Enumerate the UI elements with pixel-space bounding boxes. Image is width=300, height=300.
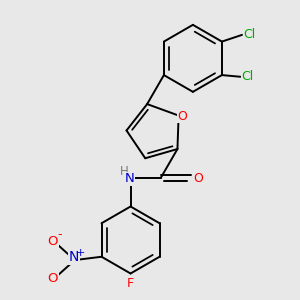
Text: -: - bbox=[57, 228, 62, 241]
Text: O: O bbox=[178, 110, 188, 123]
Text: O: O bbox=[48, 235, 58, 248]
Text: +: + bbox=[75, 248, 85, 258]
Text: N: N bbox=[125, 172, 135, 185]
Text: H: H bbox=[120, 166, 129, 178]
Text: O: O bbox=[193, 172, 203, 184]
Text: N: N bbox=[69, 250, 79, 264]
Text: Cl: Cl bbox=[242, 70, 254, 83]
Text: O: O bbox=[48, 272, 58, 285]
Text: F: F bbox=[127, 277, 134, 290]
Text: Cl: Cl bbox=[243, 28, 256, 41]
